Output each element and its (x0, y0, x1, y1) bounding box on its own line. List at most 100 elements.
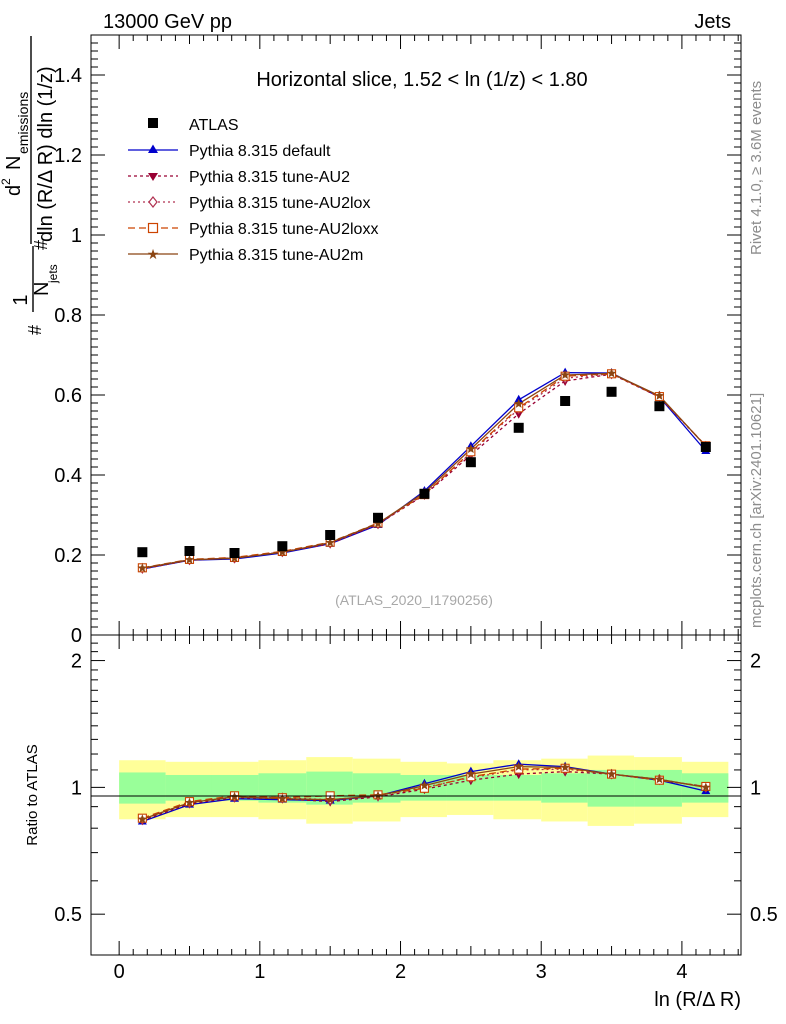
series-4-ratio-point (277, 793, 288, 803)
legend-label-au2m: Pythia 8.315 tune-AU2m (189, 247, 363, 264)
series-4-ratio-point (184, 797, 195, 807)
legend-entry-au2: Pythia 8.315 tune-AU2 (128, 169, 350, 186)
legend-entry-atlas: ATLAS (148, 117, 239, 134)
legend-label-au2lox: Pythia 8.315 tune-AU2lox (189, 195, 370, 212)
series-4-ratio-point (466, 769, 476, 779)
rivet-label: Rivet 4.1.0, ≥ 3.6M events (748, 81, 765, 255)
legend-entry-au2m: ★ Pythia 8.315 tune-AU2m (128, 246, 363, 264)
x-tick-label: 1 (254, 961, 265, 983)
series-line-main-4 (142, 372, 707, 569)
ylabel-denominator: dln (R/Δ R) dln (1/z) (35, 66, 57, 242)
legend-label-au2: Pythia 8.315 tune-AU2 (189, 169, 350, 186)
y-tick-label: 1.4 (54, 65, 82, 87)
ylabel-num-sup: 2 (0, 178, 13, 185)
atlas-data-point (700, 442, 711, 452)
ylabel-num-sub: emissions (15, 92, 31, 154)
analysis-watermark: (ATLAS_2020_I1790256) (335, 592, 493, 608)
series-line-main-2 (142, 373, 707, 569)
mcplots-label: mcplots.cern.ch [arXiv:2401.10621] (748, 393, 765, 628)
y-tick-label: 1.2 (54, 145, 82, 167)
ylabel-njets-sub: jets (46, 264, 60, 284)
ylabel-one: 1 (10, 294, 32, 305)
series-4-point (325, 537, 335, 547)
legend-label-atlas: ATLAS (189, 117, 239, 134)
atlas-data-point (419, 488, 430, 499)
atlas-data-point (513, 422, 524, 433)
legend: ATLAS Pythia 8.315 default Pythia 8.315 … (128, 117, 378, 264)
legend-label-default: Pythia 8.315 default (189, 143, 331, 160)
series-1-point (514, 410, 524, 419)
ratio-y-axis-label: Ratio to ATLAS (24, 744, 41, 845)
series-line-main-0 (142, 371, 707, 570)
atlas-data-point (606, 386, 617, 397)
series-4-point (606, 368, 617, 378)
y-tick-label: 0.8 (54, 305, 82, 327)
y-tick-label: 0.6 (54, 385, 82, 407)
y-axis-label: # 1 N jets # d 2 N emissions dln (R/Δ R)… (0, 36, 60, 335)
ratio-tick-label-right: 2 (750, 651, 761, 673)
ylabel-hash-1: # (25, 325, 45, 335)
series-4-point (466, 444, 476, 454)
x-tick-label: 2 (395, 961, 406, 983)
series-4-ratio-point (654, 774, 665, 784)
series-4-point (137, 563, 148, 573)
series-4-ratio-point (373, 790, 383, 800)
ratio-tick-label-right: 1 (750, 777, 761, 799)
legend-entry-default: Pythia 8.315 default (128, 143, 331, 160)
series-0-point (514, 394, 524, 403)
x-tick-label: 4 (676, 961, 687, 983)
band-inner-bin-9 (541, 773, 588, 803)
band-inner-bin-0 (119, 772, 166, 804)
x-tick-label: 0 (114, 961, 125, 983)
series-4-point (560, 370, 570, 380)
header-right: Jets (694, 11, 731, 33)
band-inner-bin-11 (634, 769, 682, 807)
header-left: 13000 GeV pp (103, 11, 232, 33)
y-tick-label: 0.4 (54, 465, 82, 487)
band-inner-bin-8 (493, 774, 542, 801)
ylabel-num-var: N (3, 156, 25, 170)
atlas-data-point (137, 547, 148, 558)
atlas-data-point (184, 546, 195, 556)
series-line-main-3 (142, 373, 707, 569)
ylabel-njets: N (31, 282, 53, 296)
ratio-tick-label-left: 1 (71, 777, 82, 799)
atlas-data-point (465, 457, 476, 468)
ratio-uncertainty-bands (119, 755, 729, 826)
series-4-point (184, 554, 195, 564)
legend-entry-au2loxx: Pythia 8.315 tune-AU2loxx (128, 221, 378, 238)
y-tick-label: 0 (71, 625, 82, 647)
atlas-data-point (277, 541, 288, 552)
svg-text:★: ★ (147, 246, 160, 262)
atlas-data-point (654, 401, 665, 412)
ylabel-num-d: d (3, 185, 25, 196)
series-4-point (277, 547, 288, 557)
series-4-ratio-point (701, 782, 711, 792)
x-axis-label: ln (R/Δ R) (654, 989, 741, 1011)
band-inner-bin-1 (165, 774, 212, 801)
series-4-point (654, 390, 665, 400)
ratio-tick-label-left: 2 (71, 651, 82, 673)
series-4-ratio-point (606, 769, 617, 779)
y-tick-label: 0.2 (54, 545, 82, 567)
x-tick-label: 3 (536, 961, 547, 983)
atlas-data-point (325, 530, 336, 540)
series-4-point (513, 398, 524, 408)
series-4-ratio-point (560, 762, 570, 772)
ratio-tick-label-left: 0.5 (54, 904, 82, 926)
series-4-point (373, 518, 383, 528)
rivet-version-label: Rivet 4.1.0, ≥ 3.6M events (748, 81, 765, 255)
atlas-data-point (560, 396, 571, 406)
chart-title: Horizontal slice, 1.52 < ln (1/z) < 1.80 (256, 69, 587, 91)
atlas-data-point (229, 548, 240, 558)
series-4-ratio-point (513, 761, 524, 771)
ylabel-hash-2: # (31, 240, 51, 250)
ratio-plot-frame (90, 634, 742, 956)
legend-label-au2loxx: Pythia 8.315 tune-AU2loxx (189, 221, 378, 238)
atlas-data-point (373, 512, 384, 523)
ratio-ylabel: Ratio to ATLAS (24, 744, 41, 845)
ratio-tick-label-right: 0.5 (750, 904, 778, 926)
data-markers (137, 367, 711, 826)
series-4-ratio-point (137, 814, 148, 824)
mcplots-reference-label: mcplots.cern.ch [arXiv:2401.10621] (748, 393, 765, 628)
